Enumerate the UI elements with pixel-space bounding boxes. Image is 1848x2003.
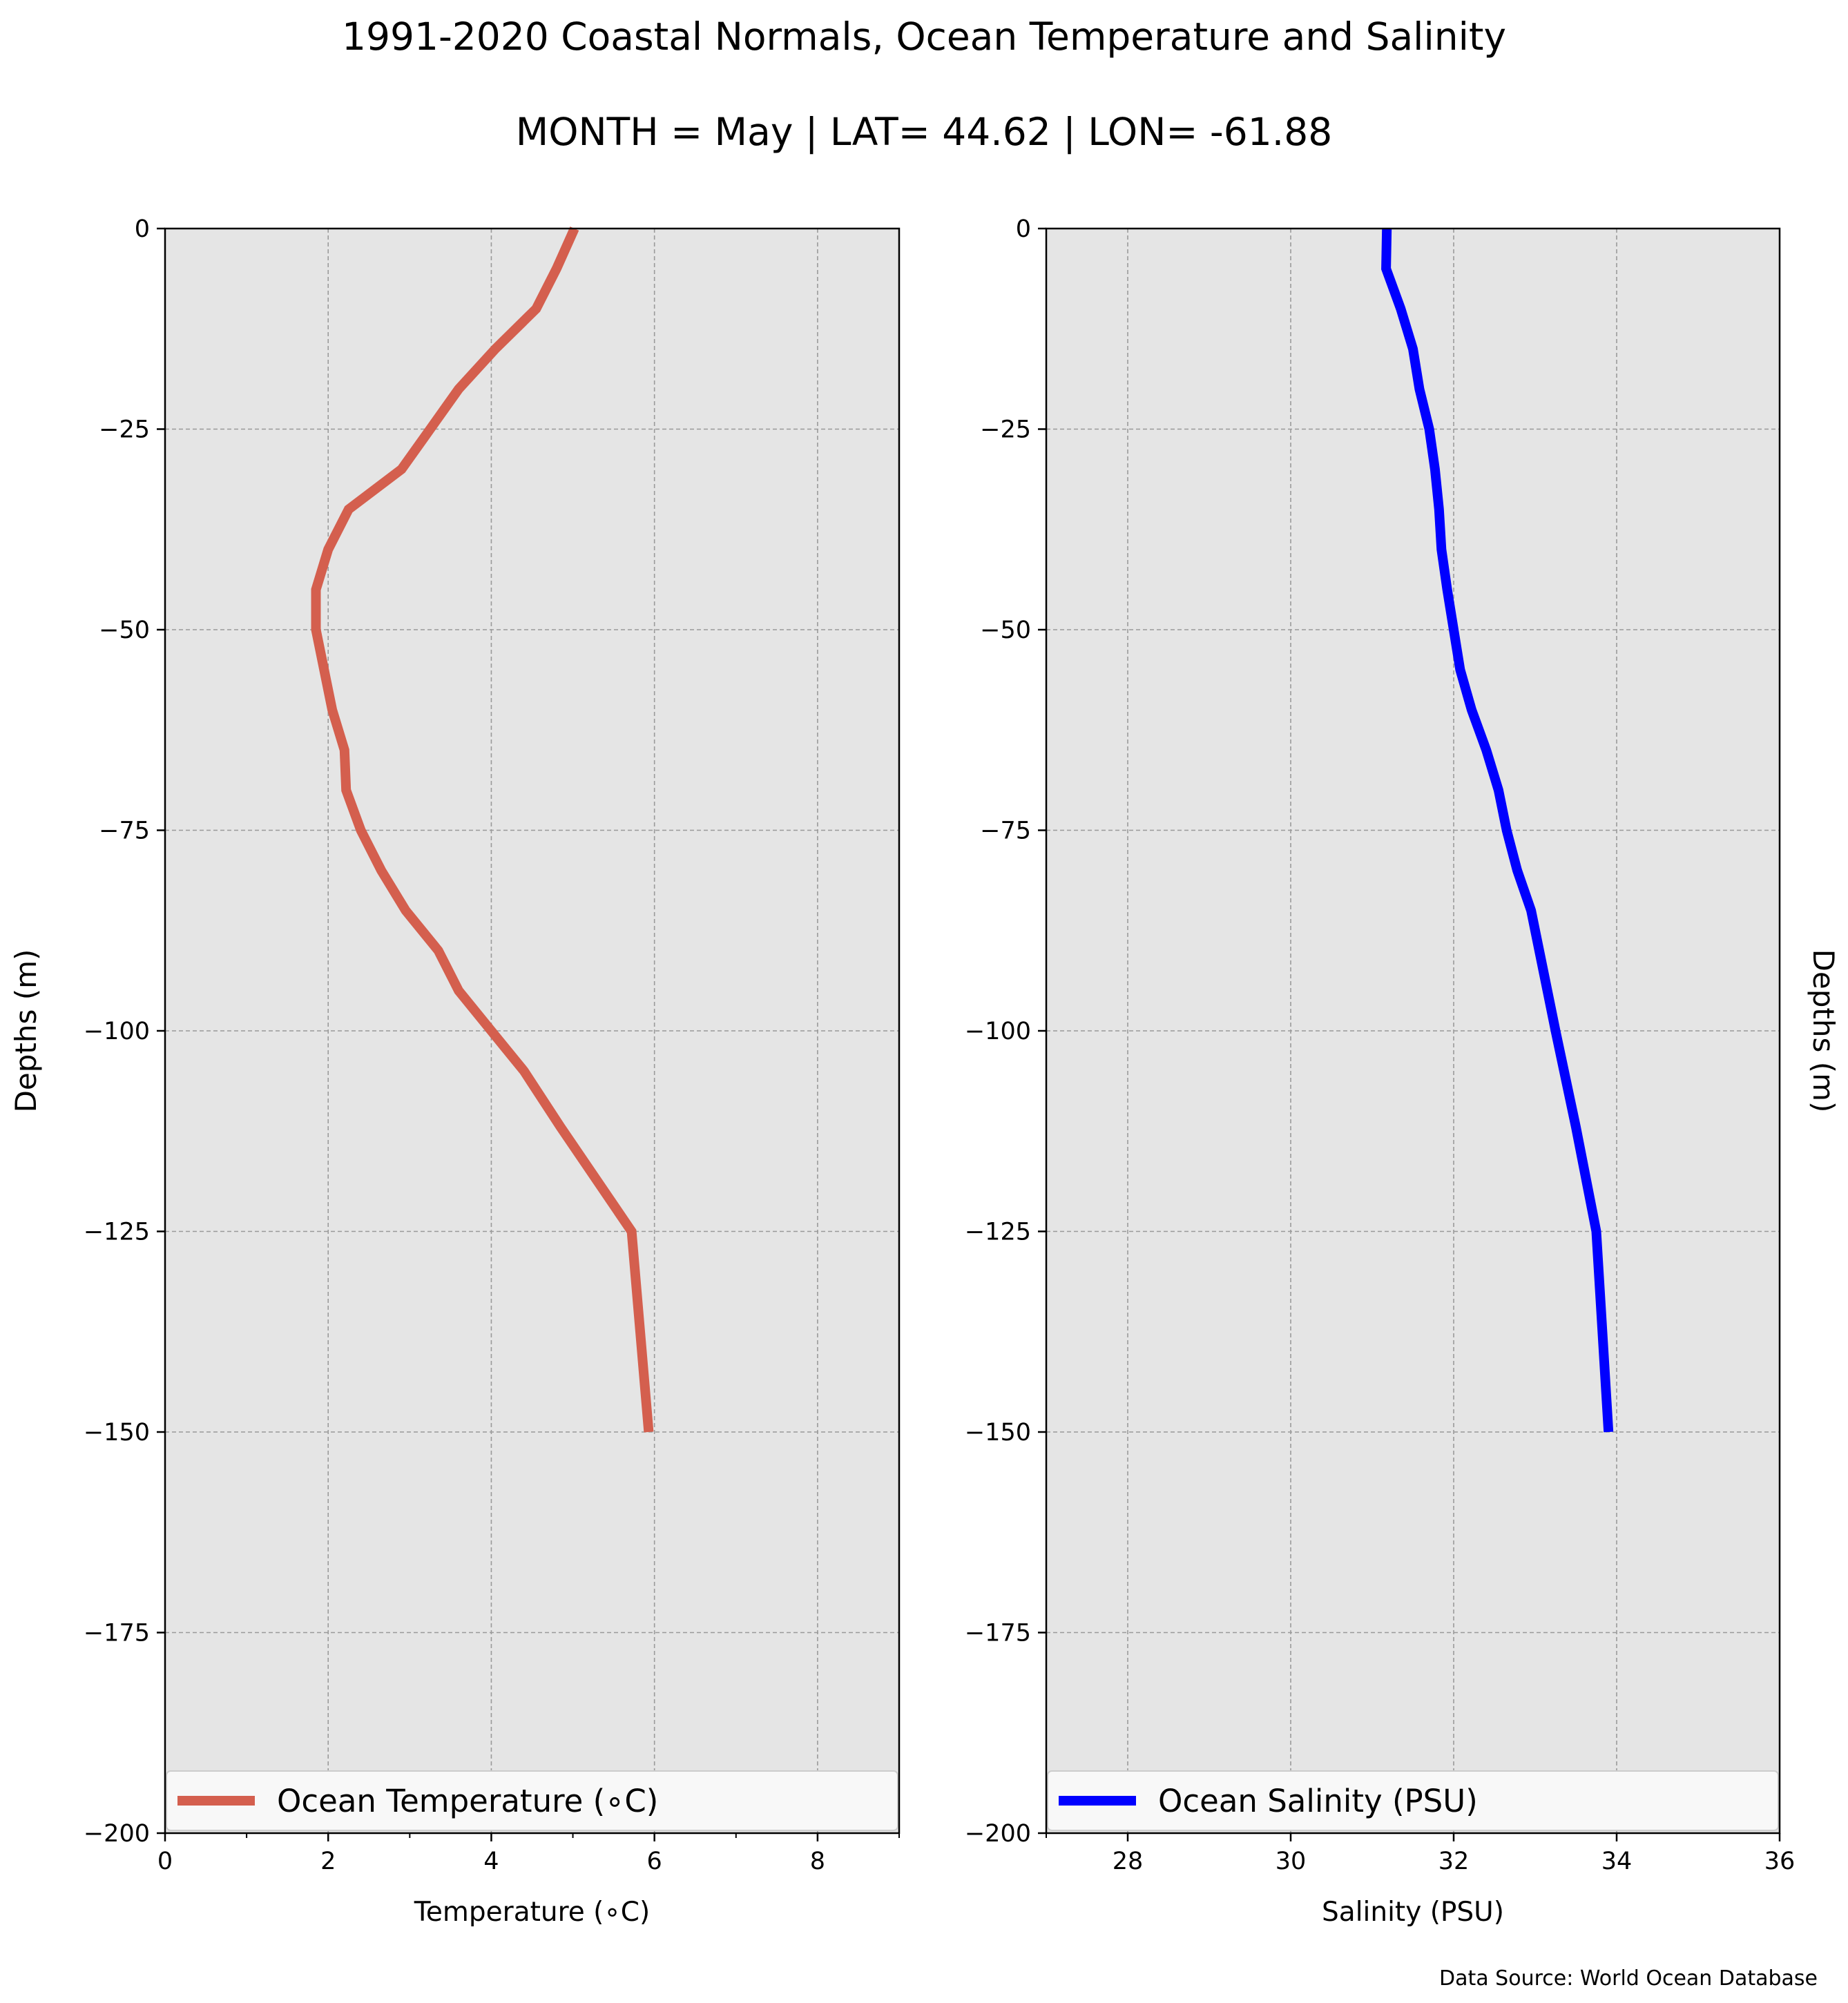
y-tick-label: −125 — [84, 1219, 150, 1246]
y-tick-label: −100 — [84, 1018, 150, 1045]
legend: Ocean Temperature (∘C) — [166, 1770, 898, 1831]
x-axis-label: Salinity (PSU) — [1322, 1897, 1504, 1928]
x-tick-label: 2 — [320, 1848, 336, 1875]
legend: Ocean Salinity (PSU) — [1047, 1770, 1779, 1831]
temperature-panel: Ocean Temperature (∘C) 0 2 4 6 8 0 −25 −50 −75 −10… — [9, 215, 901, 1928]
x-tick-label: 0 — [157, 1848, 173, 1875]
y-tick-label: −200 — [84, 1820, 150, 1848]
x-tick-label: 4 — [483, 1848, 499, 1875]
legend-label: Ocean Salinity (PSU) — [1158, 1783, 1478, 1819]
y-tick-label: −175 — [84, 1620, 150, 1647]
x-tick-label: 34 — [1601, 1848, 1633, 1875]
series-line — [311, 226, 654, 1433]
series-line — [1381, 228, 1614, 1433]
y-axis-label: Depths (m) — [9, 949, 43, 1113]
x-tick-label: 30 — [1276, 1848, 1307, 1875]
x-axis-label: Temperature (∘C) — [414, 1897, 651, 1928]
y-tick-label: −175 — [965, 1620, 1031, 1647]
y-tick-label: 0 — [135, 215, 150, 243]
y-tick-label: −25 — [99, 416, 150, 444]
y-tick-label: −75 — [980, 817, 1031, 845]
x-tick-label: 32 — [1438, 1848, 1470, 1875]
y-tick-label: −50 — [99, 617, 150, 644]
y-tick-label: −200 — [965, 1820, 1031, 1848]
legend-label: Ocean Temperature (∘C) — [277, 1783, 658, 1819]
y-tick-label: −50 — [980, 617, 1031, 644]
y-tick-label: −75 — [99, 817, 150, 845]
salinity-panel: Ocean Salinity (PSU) 28 30 32 34 36 0 −25 −50 −75… — [965, 215, 1840, 1928]
legend-box — [166, 1770, 898, 1831]
y-tick-label: −150 — [965, 1419, 1031, 1446]
y-tick-label: −150 — [84, 1419, 150, 1446]
x-tick-label: 8 — [810, 1848, 825, 1875]
legend-box — [1047, 1770, 1779, 1831]
y-tick-label: −125 — [965, 1219, 1031, 1246]
x-tick-label: 6 — [647, 1848, 662, 1875]
y-axis-label: Depths (m) — [1807, 949, 1840, 1113]
x-tick-label: 28 — [1113, 1848, 1144, 1875]
y-tick-label: −100 — [965, 1018, 1031, 1045]
y-tick-label: 0 — [1016, 215, 1031, 243]
data-source-note: Data Source: World Ocean Database — [1439, 1966, 1818, 1991]
chart-title: 1991-2020 Coastal Normals, Ocean Tempera… — [342, 14, 1506, 59]
chart-subtitle: MONTH = May | LAT= 44.62 | LON= -61.88 — [516, 110, 1332, 155]
y-tick-label: −25 — [980, 416, 1031, 444]
x-tick-label: 36 — [1764, 1848, 1796, 1875]
